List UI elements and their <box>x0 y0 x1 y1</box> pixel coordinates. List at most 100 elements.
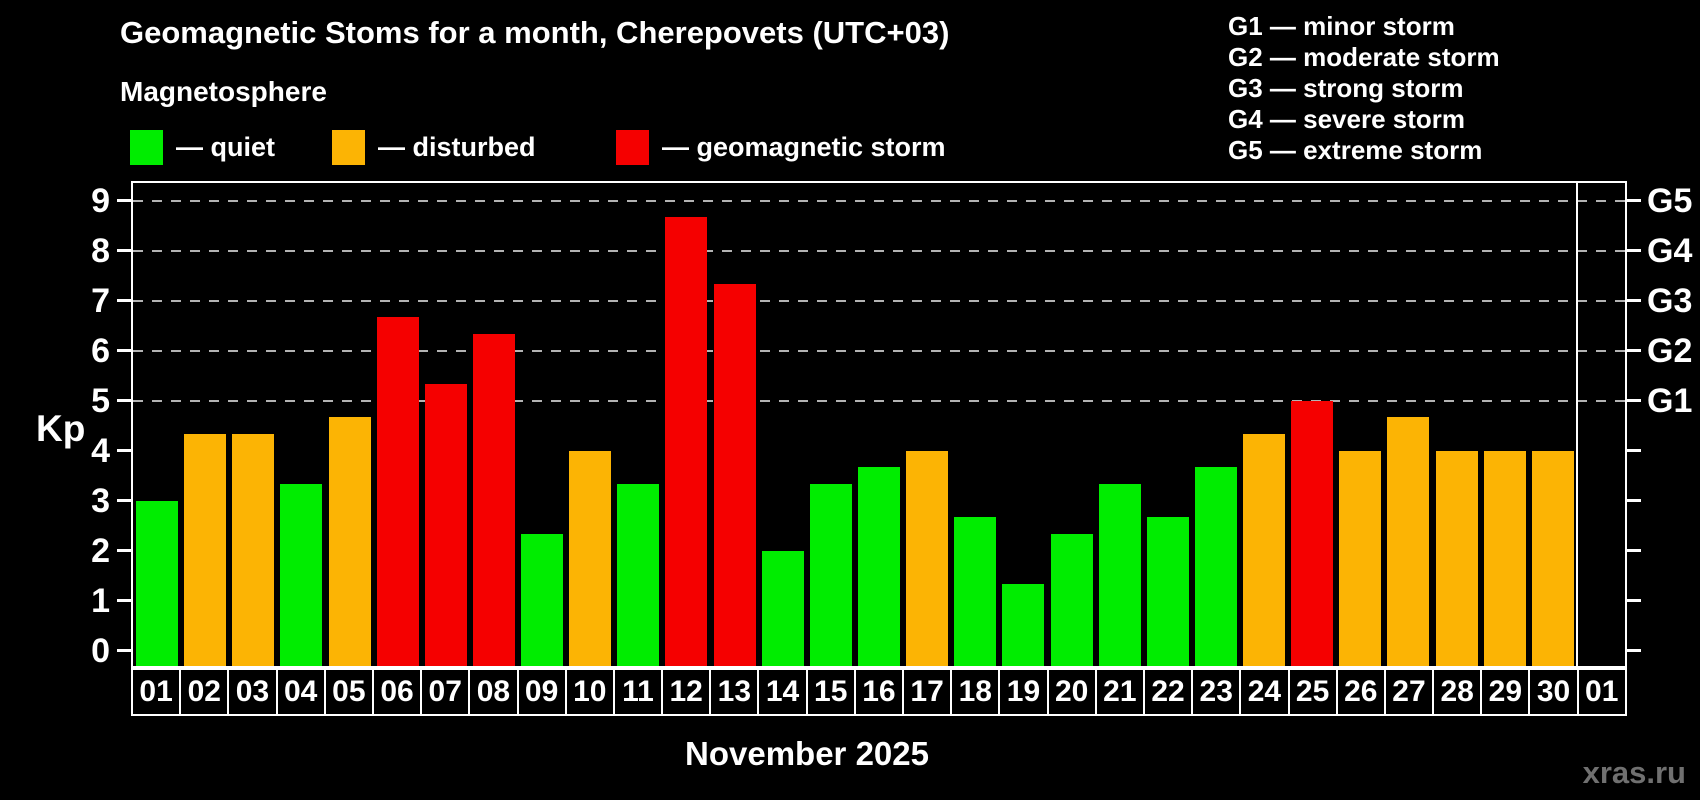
y-tick-left-2 <box>117 549 131 552</box>
bar-day-17 <box>906 450 949 666</box>
y-tick-left-0 <box>117 649 131 652</box>
bar-day-11 <box>617 484 660 666</box>
day-label-06: 06 <box>371 668 423 716</box>
day-label-29: 29 <box>1480 668 1531 716</box>
month-boundary-line <box>1575 183 1578 666</box>
bar-day-02 <box>184 434 227 666</box>
bar-day-26 <box>1339 450 1382 666</box>
day-label-02: 02 <box>179 668 230 716</box>
y-tick-right-9 <box>1627 199 1641 202</box>
y-tick-right-5 <box>1627 399 1641 402</box>
day-label-08: 08 <box>468 668 519 716</box>
day-label-28: 28 <box>1432 668 1483 716</box>
bar-day-30 <box>1531 450 1574 666</box>
y-tick-right-4 <box>1627 449 1641 452</box>
day-label-27: 27 <box>1383 668 1435 716</box>
y-tick-right-2 <box>1627 549 1641 552</box>
day-label-30: 30 <box>1528 668 1579 716</box>
day-label-12: 12 <box>661 668 712 716</box>
bar-day-27 <box>1387 417 1430 666</box>
day-label-20: 20 <box>1046 668 1097 716</box>
day-label-03: 03 <box>227 668 278 716</box>
day-label-18: 18 <box>950 668 1001 716</box>
right-axis-label-g3: G3 <box>1647 281 1693 320</box>
gridline-kp-9 <box>133 199 1625 202</box>
bar-day-21 <box>1098 484 1141 666</box>
storm-scale-g1: G1 — minor storm <box>1228 11 1455 41</box>
y-tick-left-7 <box>117 299 131 302</box>
gridline-kp-8 <box>133 249 1625 252</box>
storm-scale-g5: G5 — extreme storm <box>1228 135 1483 165</box>
gridline-kp-7 <box>133 299 1625 302</box>
legend-item-disturbed: — disturbed <box>332 130 536 165</box>
bar-day-05 <box>328 417 371 666</box>
y-axis-label-8: 8 <box>91 231 110 270</box>
bar-day-09 <box>521 534 564 666</box>
bar-day-18 <box>954 517 997 666</box>
bar-day-14 <box>761 550 804 666</box>
x-axis-month-label: November 2025 <box>685 735 929 772</box>
watermark: xras.ru <box>1582 755 1686 790</box>
bar-day-16 <box>858 467 900 666</box>
bar-day-29 <box>1483 450 1526 666</box>
day-label-26: 26 <box>1335 668 1386 716</box>
y-tick-left-8 <box>117 249 131 252</box>
x-axis-day-labels: 01 02 03 04 05 06 07 08 09 10 11 12 13 14 15 16 17 18 19 20… <box>131 668 1627 716</box>
y-axis-label-3: 3 <box>91 481 110 520</box>
bar-day-10 <box>569 450 612 666</box>
day-label-04: 04 <box>275 668 326 716</box>
day-label-01-next: 01 <box>1576 668 1627 716</box>
y-tick-right-6 <box>1627 349 1641 352</box>
bar-day-06 <box>376 317 419 666</box>
day-label-13: 13 <box>709 668 760 716</box>
storm-scale-g3: G3 — strong storm <box>1228 73 1464 103</box>
day-label-16: 16 <box>853 668 904 716</box>
day-label-01: 01 <box>131 668 182 716</box>
y-tick-left-9 <box>117 199 131 202</box>
y-axis-label-4: 4 <box>91 431 110 470</box>
day-label-23: 23 <box>1191 668 1242 716</box>
bar-day-22 <box>1146 517 1189 666</box>
y-axis-label-5: 5 <box>91 381 110 420</box>
storm-scale-g4: G4 — severe storm <box>1228 104 1466 134</box>
legend-label-disturbed: — disturbed <box>378 132 536 162</box>
bar-day-04 <box>280 484 323 666</box>
y-tick-right-3 <box>1627 499 1641 502</box>
legend-label-quiet: — quiet <box>176 132 275 162</box>
y-axis-label-0: 0 <box>91 631 110 670</box>
bar-day-08 <box>472 334 515 666</box>
y-axis-title: Kp <box>36 408 86 449</box>
bar-day-13 <box>713 284 756 666</box>
gridline-kp-6 <box>133 349 1625 352</box>
right-axis-label-g2: G2 <box>1647 331 1693 370</box>
bar-day-12 <box>665 217 708 666</box>
y-tick-left-3 <box>117 499 131 502</box>
bar-day-15 <box>809 484 852 666</box>
day-label-10: 10 <box>564 668 615 716</box>
storm-scale-legend: G1 — minor storm G2 — moderate storm G3 … <box>1228 11 1500 166</box>
bar-day-24 <box>1243 434 1286 666</box>
chart-title: Geomagnetic Stoms for a month, Cherepove… <box>120 15 950 50</box>
day-label-05: 05 <box>323 668 374 716</box>
bar-day-23 <box>1194 467 1237 666</box>
y-axis-label-2: 2 <box>91 531 110 570</box>
bar-day-19 <box>1002 584 1045 666</box>
day-label-22: 22 <box>1142 668 1194 716</box>
day-label-15: 15 <box>805 668 856 716</box>
plot-area <box>131 181 1627 668</box>
bar-day-07 <box>424 384 467 666</box>
disturbed-color-swatch <box>332 130 365 165</box>
y-axis-label-9: 9 <box>91 181 110 220</box>
gridline-kp-5 <box>133 399 1625 402</box>
storm-scale-g2: G2 — moderate storm <box>1228 42 1500 72</box>
day-label-25: 25 <box>1287 668 1338 716</box>
y-tick-left-4 <box>117 449 131 452</box>
bar-day-28 <box>1435 450 1478 666</box>
legend-item-quiet: — quiet <box>130 130 275 165</box>
y-tick-left-5 <box>117 399 131 402</box>
y-tick-right-0 <box>1627 649 1641 652</box>
y-tick-right-7 <box>1627 299 1641 302</box>
day-label-14: 14 <box>757 668 808 716</box>
bar-day-03 <box>232 434 275 666</box>
